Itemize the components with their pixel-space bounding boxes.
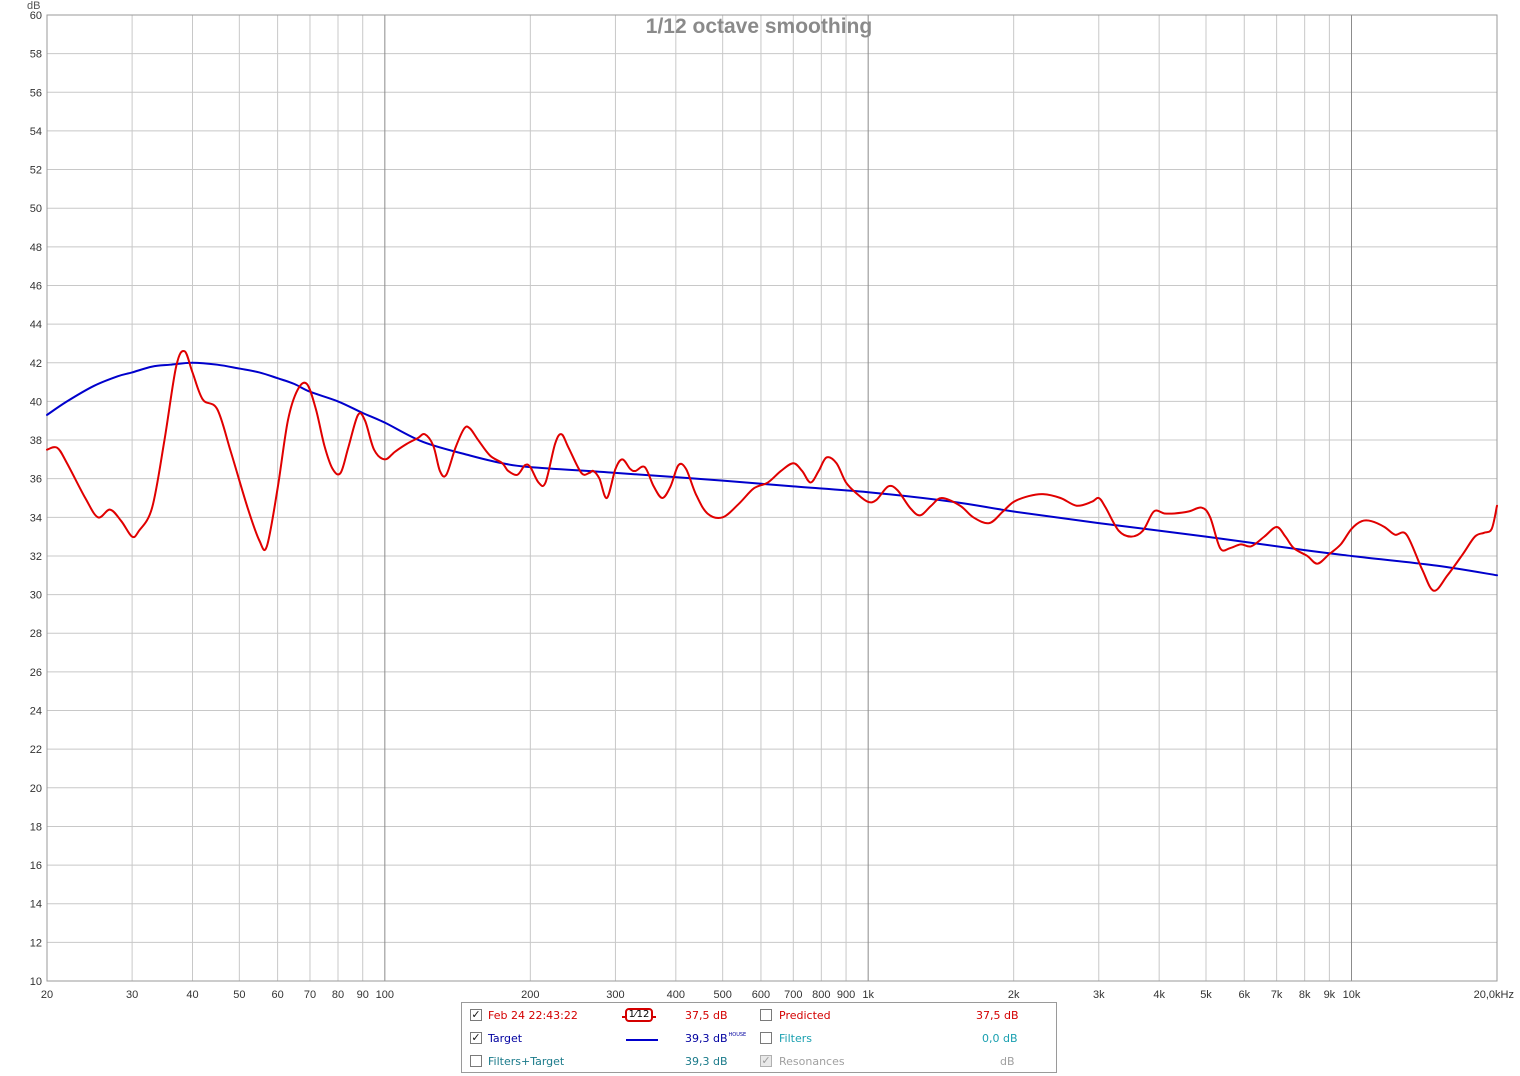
x-tick-label: 30	[126, 989, 138, 1000]
x-tick-label: 9k	[1324, 989, 1336, 1000]
chart-grid	[46, 14, 1498, 982]
y-tick-label: 18	[30, 821, 42, 833]
y-tick-label: 42	[30, 358, 42, 370]
x-tick-label: 8k	[1299, 989, 1311, 1000]
legend-row-filters-target: Filters+Target 39,3 dB ✓ Resonances dB	[462, 1053, 1056, 1073]
y-tick-label: 16	[30, 860, 42, 872]
predicted-checkbox[interactable]	[760, 1009, 772, 1021]
x-tick-label: 2k	[1008, 989, 1020, 1000]
y-tick-label: 32	[30, 551, 42, 563]
x-tick-label: 500	[713, 989, 731, 1000]
x-tick-label: 20	[41, 989, 53, 1000]
filters-target-value: 39,3 dB	[685, 1055, 728, 1068]
x-tick-label: 900	[837, 989, 855, 1000]
y-tick-label: 50	[30, 203, 42, 215]
measurement-checkbox[interactable]: ✓	[470, 1008, 482, 1021]
y-tick-label: 44	[30, 319, 42, 331]
series-curves	[46, 349, 1498, 592]
x-tick-label: 1k	[862, 989, 874, 1000]
predicted-value: 37,5 dB	[976, 1009, 1019, 1022]
resonances-value: dB	[1000, 1055, 1015, 1068]
legend-row-measurement: ✓ Feb 24 22:43:22 1⁄12 37,5 dB Predicted…	[462, 1007, 1056, 1027]
x-tick-label: 600	[752, 989, 770, 1000]
y-tick-label: 22	[30, 744, 42, 756]
y-tick-label: 52	[30, 165, 42, 177]
x-tick-label: 90	[357, 989, 369, 1000]
measurement-label: Feb 24 22:43:22	[488, 1009, 578, 1022]
y-axis-tick-labels: 10 12 14 16 18 20 22 24 26 28 30 32 34 36 38 40 42 44 46 48…	[30, 10, 42, 988]
filters-target-label: Filters+Target	[488, 1055, 565, 1068]
smoothing-badge[interactable]: 1⁄12	[625, 1008, 653, 1022]
x-tick-label: 200	[521, 989, 539, 1000]
measurement-value: 37,5 dB	[685, 1009, 728, 1022]
resonances-label: Resonances	[779, 1055, 845, 1068]
x-tick-label: 7k	[1271, 989, 1283, 1000]
y-tick-label: 26	[30, 667, 42, 679]
y-tick-label: 12	[30, 937, 42, 949]
x-tick-label: 10k	[1343, 989, 1361, 1000]
filters-label: Filters	[779, 1032, 812, 1045]
x-tick-label: 800	[812, 989, 830, 1000]
y-tick-label: 28	[30, 628, 42, 640]
x-tick-label: 70	[304, 989, 316, 1000]
y-tick-label: 48	[30, 242, 42, 254]
x-tick-label: 3k	[1093, 989, 1105, 1000]
y-tick-label: 60	[30, 10, 42, 22]
frequency-response-chart: 10 12 14 16 18 20 22 24 26 28 30 32 34 36 38 40 42 44 46 48…	[27, 0, 1514, 1000]
y-tick-label: 46	[30, 280, 42, 292]
x-tick-label: 700	[784, 989, 802, 1000]
y-tick-label: 30	[30, 590, 42, 602]
filters-checkbox[interactable]	[760, 1032, 772, 1044]
y-tick-label: 58	[30, 49, 42, 61]
resonances-checkbox[interactable]: ✓	[760, 1054, 772, 1067]
y-tick-label: 34	[30, 512, 42, 524]
target-label: Target	[488, 1032, 523, 1045]
x-tick-label: 20,0kHz	[1474, 989, 1514, 1000]
x-tick-label: 4k	[1153, 989, 1165, 1000]
x-tick-label: 60	[271, 989, 283, 1000]
x-tick-label: 40	[186, 989, 198, 1000]
x-tick-label: 300	[606, 989, 624, 1000]
y-tick-label: 24	[30, 706, 42, 718]
y-tick-label: 40	[30, 396, 42, 408]
predicted-label: Predicted	[779, 1009, 831, 1022]
y-tick-label: 36	[30, 474, 42, 486]
x-tick-label: 100	[376, 989, 394, 1000]
x-tick-label: 80	[332, 989, 344, 1000]
filters-value: 0,0 dB	[982, 1032, 1018, 1045]
y-tick-label: 56	[30, 87, 42, 99]
x-tick-label: 5k	[1200, 989, 1212, 1000]
x-tick-label: 50	[233, 989, 245, 1000]
y-tick-label: 20	[30, 783, 42, 795]
legend-panel: ✓ Feb 24 22:43:22 1⁄12 37,5 dB Predicted…	[461, 1002, 1057, 1073]
filters-target-checkbox[interactable]	[470, 1055, 482, 1067]
target-curve	[46, 361, 1498, 577]
measurement-curve	[46, 349, 1498, 592]
y-tick-label: 10	[30, 976, 42, 988]
target-checkbox[interactable]: ✓	[470, 1031, 482, 1044]
y-tick-label: 54	[30, 126, 42, 138]
x-axis-tick-labels: 20 30 40 50 60 70 80 90 100 200 300 400 500 600 700 800…	[41, 989, 1514, 1000]
legend-row-target: ✓ Target 39,3 dBHOUSE Filters 0,0 dB	[462, 1030, 1056, 1050]
x-tick-label: 400	[667, 989, 685, 1000]
plot-frame	[46, 14, 1498, 982]
target-line-swatch	[626, 1039, 658, 1041]
y-tick-label: 14	[30, 899, 42, 911]
chart-title: 1/12 octave smoothing	[646, 15, 872, 38]
x-tick-label: 6k	[1238, 989, 1250, 1000]
y-tick-label: 38	[30, 435, 42, 447]
y-axis-unit-label: dB	[27, 0, 40, 12]
target-value: 39,3 dBHOUSE	[685, 1032, 747, 1045]
